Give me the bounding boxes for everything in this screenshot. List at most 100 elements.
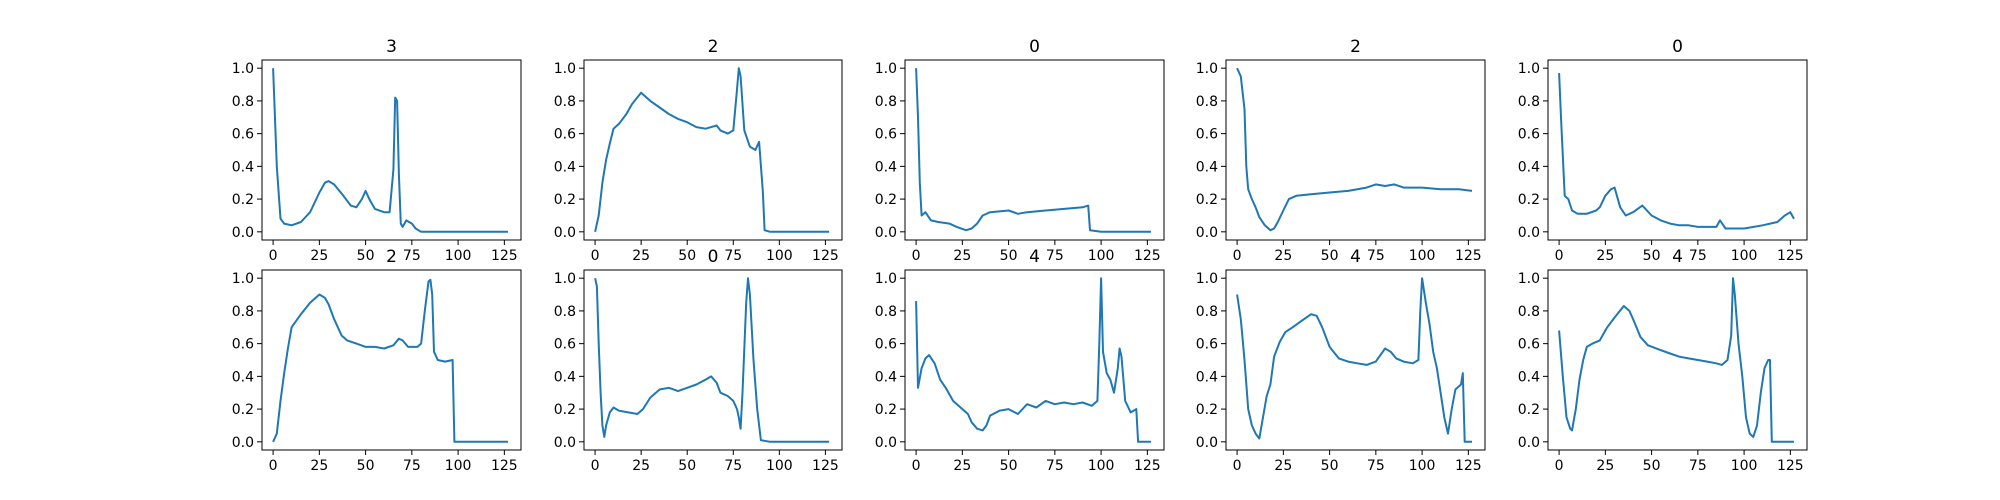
panel-title: 4 (1350, 247, 1361, 267)
x-tick-label: 50 (1000, 458, 1018, 474)
panel-10: 0 25 50 75 100 125 0.0 0.2 0.4 0.6 0.8 1.0 4 (1518, 247, 1808, 474)
x-tick-label: 25 (310, 458, 328, 474)
axes-frame (261, 269, 522, 451)
y-tick-label: 0.4 (1196, 369, 1218, 385)
y-tick-label: 0.2 (1518, 192, 1540, 208)
series-line-1 (594, 67, 830, 233)
y-tick-label: 1.0 (875, 271, 897, 287)
y-tick-label: 0.4 (232, 369, 254, 385)
x-tick-label: 0 (912, 458, 921, 474)
y-tick-label: 0.8 (1196, 94, 1218, 110)
x-tick-label: 50 (1643, 458, 1661, 474)
y-tick-label: 1.0 (232, 61, 254, 77)
x-tick-label: 125 (1777, 248, 1804, 264)
x-tick-label: 75 (1046, 458, 1064, 474)
x-tick-label: 125 (1134, 458, 1161, 474)
panel-title: 0 (1672, 37, 1683, 57)
y-tick-label: 0.0 (1196, 435, 1218, 451)
y-tick-label: 0.6 (875, 337, 897, 353)
series-line-1 (272, 278, 508, 443)
x-tick-label: 25 (310, 248, 328, 264)
y-tick-label: 0.6 (232, 337, 254, 353)
x-tick-label: 25 (1274, 248, 1292, 264)
x-tick-label: 0 (591, 248, 600, 264)
x-tick-label: 25 (1274, 458, 1292, 474)
y-tick-label: 0.4 (554, 159, 576, 175)
y-tick-label: 0.0 (232, 225, 254, 241)
x-tick-label: 0 (1555, 248, 1564, 264)
x-tick-label: 100 (1409, 458, 1436, 474)
x-tick-label: 50 (357, 248, 375, 264)
axes-frame (1225, 269, 1486, 451)
axes-frame (1547, 59, 1808, 241)
y-tick-label: 0.8 (554, 94, 576, 110)
x-tick-label: 0 (1233, 458, 1242, 474)
x-tick-label: 75 (1046, 248, 1064, 264)
x-tick-label: 75 (724, 458, 742, 474)
x-tick-label: 0 (269, 248, 278, 264)
y-tick-label: 0.0 (1518, 225, 1540, 241)
x-tick-label: 125 (1134, 248, 1161, 264)
x-tick-label: 25 (953, 458, 971, 474)
y-tick-label: 1.0 (875, 61, 897, 77)
x-tick-label: 125 (812, 248, 839, 264)
y-tick-label: 0.2 (554, 192, 576, 208)
axes-frame (1225, 59, 1486, 241)
x-tick-label: 25 (632, 458, 650, 474)
y-tick-label: 0.8 (1196, 304, 1218, 320)
y-tick-label: 0.8 (875, 94, 897, 110)
panel-5: 0 25 50 75 100 125 0.0 0.2 0.4 0.6 0.8 1.0 0 (1518, 37, 1808, 264)
x-tick-label: 100 (1088, 458, 1115, 474)
axes-frame (583, 269, 843, 451)
x-tick-label: 50 (1321, 458, 1339, 474)
panel-title: 4 (1029, 247, 1040, 267)
x-tick-label: 0 (591, 458, 600, 474)
y-tick-label: 0.2 (875, 402, 897, 418)
x-tick-label: 125 (812, 458, 839, 474)
axes-frame (904, 59, 1165, 241)
y-tick-label: 0.8 (1518, 94, 1540, 110)
panel-title: 0 (708, 247, 719, 267)
y-tick-label: 0.4 (232, 159, 254, 175)
x-tick-label: 50 (1643, 248, 1661, 264)
x-tick-label: 50 (678, 458, 696, 474)
panel-title: 2 (708, 37, 719, 57)
y-tick-label: 0.0 (1518, 435, 1540, 451)
x-tick-label: 100 (1731, 248, 1758, 264)
panel-title: 2 (1350, 37, 1361, 57)
x-tick-label: 50 (678, 248, 696, 264)
series-line-1 (272, 68, 508, 233)
y-tick-label: 0.4 (1196, 159, 1218, 175)
y-tick-label: 0.6 (875, 127, 897, 143)
y-tick-label: 0.0 (875, 225, 897, 241)
series-line-1 (1558, 277, 1794, 443)
y-tick-label: 0.6 (554, 127, 576, 143)
panel-4: 0 25 50 75 100 125 0.0 0.2 0.4 0.6 0.8 1.0 2 (1196, 37, 1486, 264)
y-tick-label: 0.2 (554, 402, 576, 418)
y-tick-label: 0.2 (1196, 402, 1218, 418)
y-tick-label: 0.0 (554, 225, 576, 241)
y-tick-label: 0.6 (232, 127, 254, 143)
y-tick-label: 0.0 (554, 435, 576, 451)
x-tick-label: 125 (1455, 248, 1482, 264)
panel-3: 0 25 50 75 100 125 0.0 0.2 0.4 0.6 0.8 1.0 0 (875, 37, 1165, 264)
x-tick-label: 75 (724, 248, 742, 264)
x-tick-label: 0 (1233, 248, 1242, 264)
series-line-1 (1236, 67, 1473, 232)
x-tick-label: 100 (1731, 458, 1758, 474)
y-tick-label: 0.2 (875, 192, 897, 208)
y-tick-label: 1.0 (1518, 61, 1540, 77)
panel-title: 2 (386, 247, 397, 267)
x-tick-label: 75 (1689, 248, 1707, 264)
axes-frame (904, 269, 1165, 451)
x-tick-label: 25 (1596, 458, 1614, 474)
panel-9: 0 25 50 75 100 125 0.0 0.2 0.4 0.6 0.8 1.0 4 (1196, 247, 1486, 474)
series-line-1 (594, 277, 830, 443)
x-tick-label: 0 (912, 248, 921, 264)
panel-2: 0 25 50 75 100 125 0.0 0.2 0.4 0.6 0.8 1.0 2 (554, 37, 843, 264)
y-tick-label: 0.8 (232, 304, 254, 320)
y-tick-label: 0.4 (875, 159, 897, 175)
y-tick-label: 1.0 (554, 61, 576, 77)
x-tick-label: 125 (1455, 458, 1482, 474)
